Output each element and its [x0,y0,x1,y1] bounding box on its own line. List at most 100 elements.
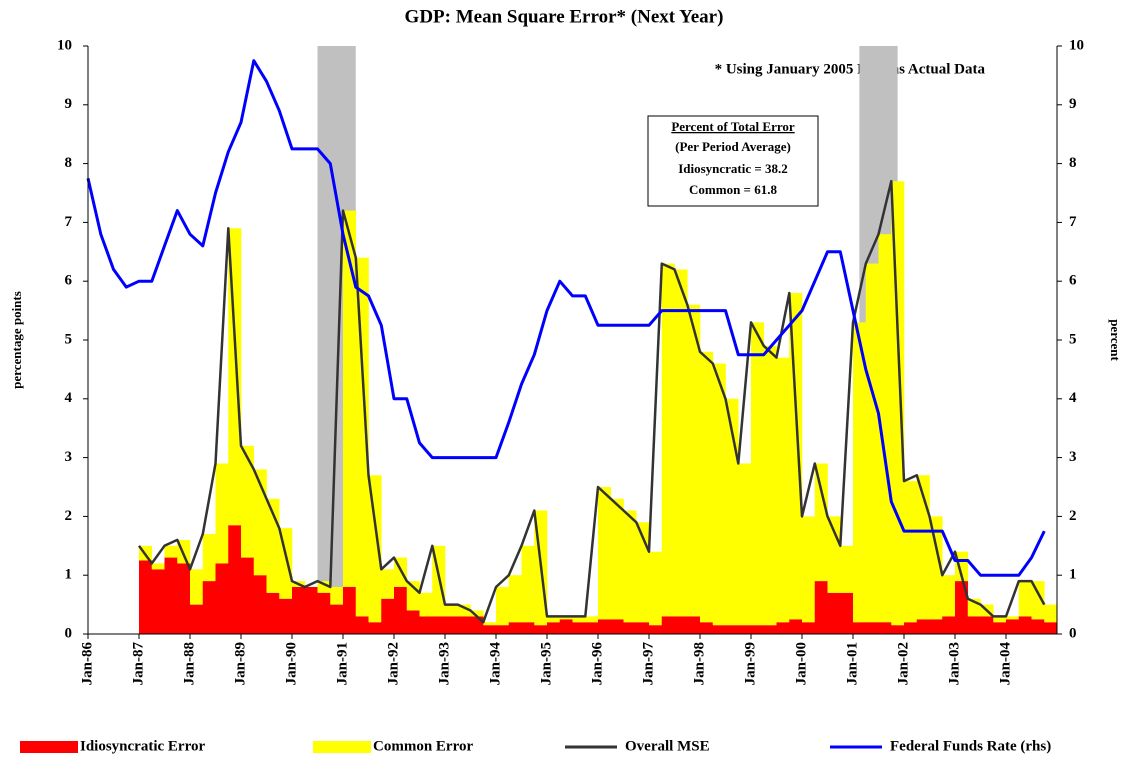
bar-segment [419,616,433,634]
bar-segment [929,619,943,634]
bar-segment [1018,616,1032,634]
bar-segment [406,610,420,634]
bar-segment [763,625,777,634]
bar-segment [241,557,255,634]
x-tick-label: Jan-92 [385,642,401,685]
x-tick-label: Jan-95 [538,642,554,685]
bar-segment [1031,619,1045,634]
bar-segment [751,322,765,626]
x-tick-label: Jan-89 [232,642,248,685]
bar-segment [674,269,688,617]
y-axis-label: percentage points [9,291,24,389]
y-tick-label: 0 [65,625,73,641]
y-tick-label: 1 [65,567,73,583]
x-tick-label: Jan-96 [589,642,605,686]
x-tick-label: Jan-99 [742,642,758,685]
y2-tick-label: 0 [1069,625,1077,641]
bar-segment [993,616,1007,623]
bar-segment [916,475,930,620]
bar-segment [445,616,459,634]
bar-segment [241,445,255,558]
y2-tick-label: 6 [1069,273,1077,289]
bar-segment [865,263,879,623]
bar-segment [661,616,675,634]
bar-segment [865,622,879,634]
bar-segment [661,263,675,617]
y-tick-label: 9 [65,96,73,112]
info-box-line: (Per Period Average) [675,139,791,154]
line-series [86,59,1046,577]
y2-tick-label: 1 [1069,567,1077,583]
legend-label: Idiosyncratic Error [80,738,205,754]
bar-segment [1044,604,1058,623]
bar-segment [700,622,714,634]
y-tick-label: 6 [65,273,73,289]
bar-segment [776,622,790,634]
bar-segment [190,604,204,634]
bar-segment [572,622,586,634]
bar-segment [547,616,561,623]
bar-segment [202,534,216,582]
bar-segment [980,616,994,634]
y2-tick-label: 9 [1069,96,1077,112]
bar-segment [1006,619,1020,634]
bar-segment [853,622,867,634]
y-tick-label: 5 [65,331,73,347]
bar-segment [916,619,930,634]
legend-label: Common Error [373,738,473,754]
x-tick-label: Jan-91 [334,642,350,685]
bar-segment [649,625,663,634]
bar-segment [215,463,229,564]
bar-segment [738,463,752,626]
bar-segment [330,586,344,605]
bar-segment [585,622,599,634]
bar-segment [483,625,497,634]
x-tick-label: Jan-02 [895,642,911,685]
bar-segment [738,625,752,634]
bar-segment [1031,581,1045,620]
bar-segment [687,616,701,634]
info-box-heading: Percent of Total Error [671,119,795,134]
bar-segment [802,516,816,623]
bar-segment [355,616,369,634]
legend-label: Federal Funds Rate (rhs) [890,738,1051,754]
bar-segment [483,622,497,626]
x-tick-label: Jan-04 [997,642,1013,686]
bar-segment [636,622,650,634]
y2-tick-label: 5 [1069,331,1077,347]
y-tick-label: 4 [65,390,73,406]
bar-segment [878,234,892,623]
bar-segment [164,545,178,558]
bar-segment [623,510,637,623]
bar-segment [355,257,369,617]
bar-segment [521,545,535,623]
bar-segment [929,516,943,620]
legend-label: Overall MSE [625,738,710,754]
bar-segment [789,292,803,620]
x-tick-label: Jan-01 [844,642,860,685]
bar-segment [993,622,1007,634]
legend-swatch [313,741,371,753]
bar-segment [712,363,726,626]
bar-segment [955,581,969,634]
bar-segment [878,622,892,634]
bar-segment [202,581,216,634]
bar-segment [470,610,484,617]
x-tick-label: Jan-93 [436,642,452,685]
bar-segment [253,575,267,634]
bar-segment [687,304,701,617]
bar-segment [572,616,586,623]
bar-segment [534,625,548,634]
x-tick-label: Jan-94 [487,642,503,686]
chart-title: GDP: Mean Square Error* (Next Year) [405,6,724,27]
x-tick-label: Jan-03 [946,642,962,685]
x-tick-label: Jan-98 [691,642,707,685]
y2-tick-label: 10 [1069,37,1084,53]
y2-tick-label: 7 [1069,214,1077,230]
bar-segment [419,592,433,617]
bar-segment [266,592,280,634]
bar-segment [827,592,841,634]
y2-tick-label: 8 [1069,155,1077,171]
bar-segment [508,575,522,623]
